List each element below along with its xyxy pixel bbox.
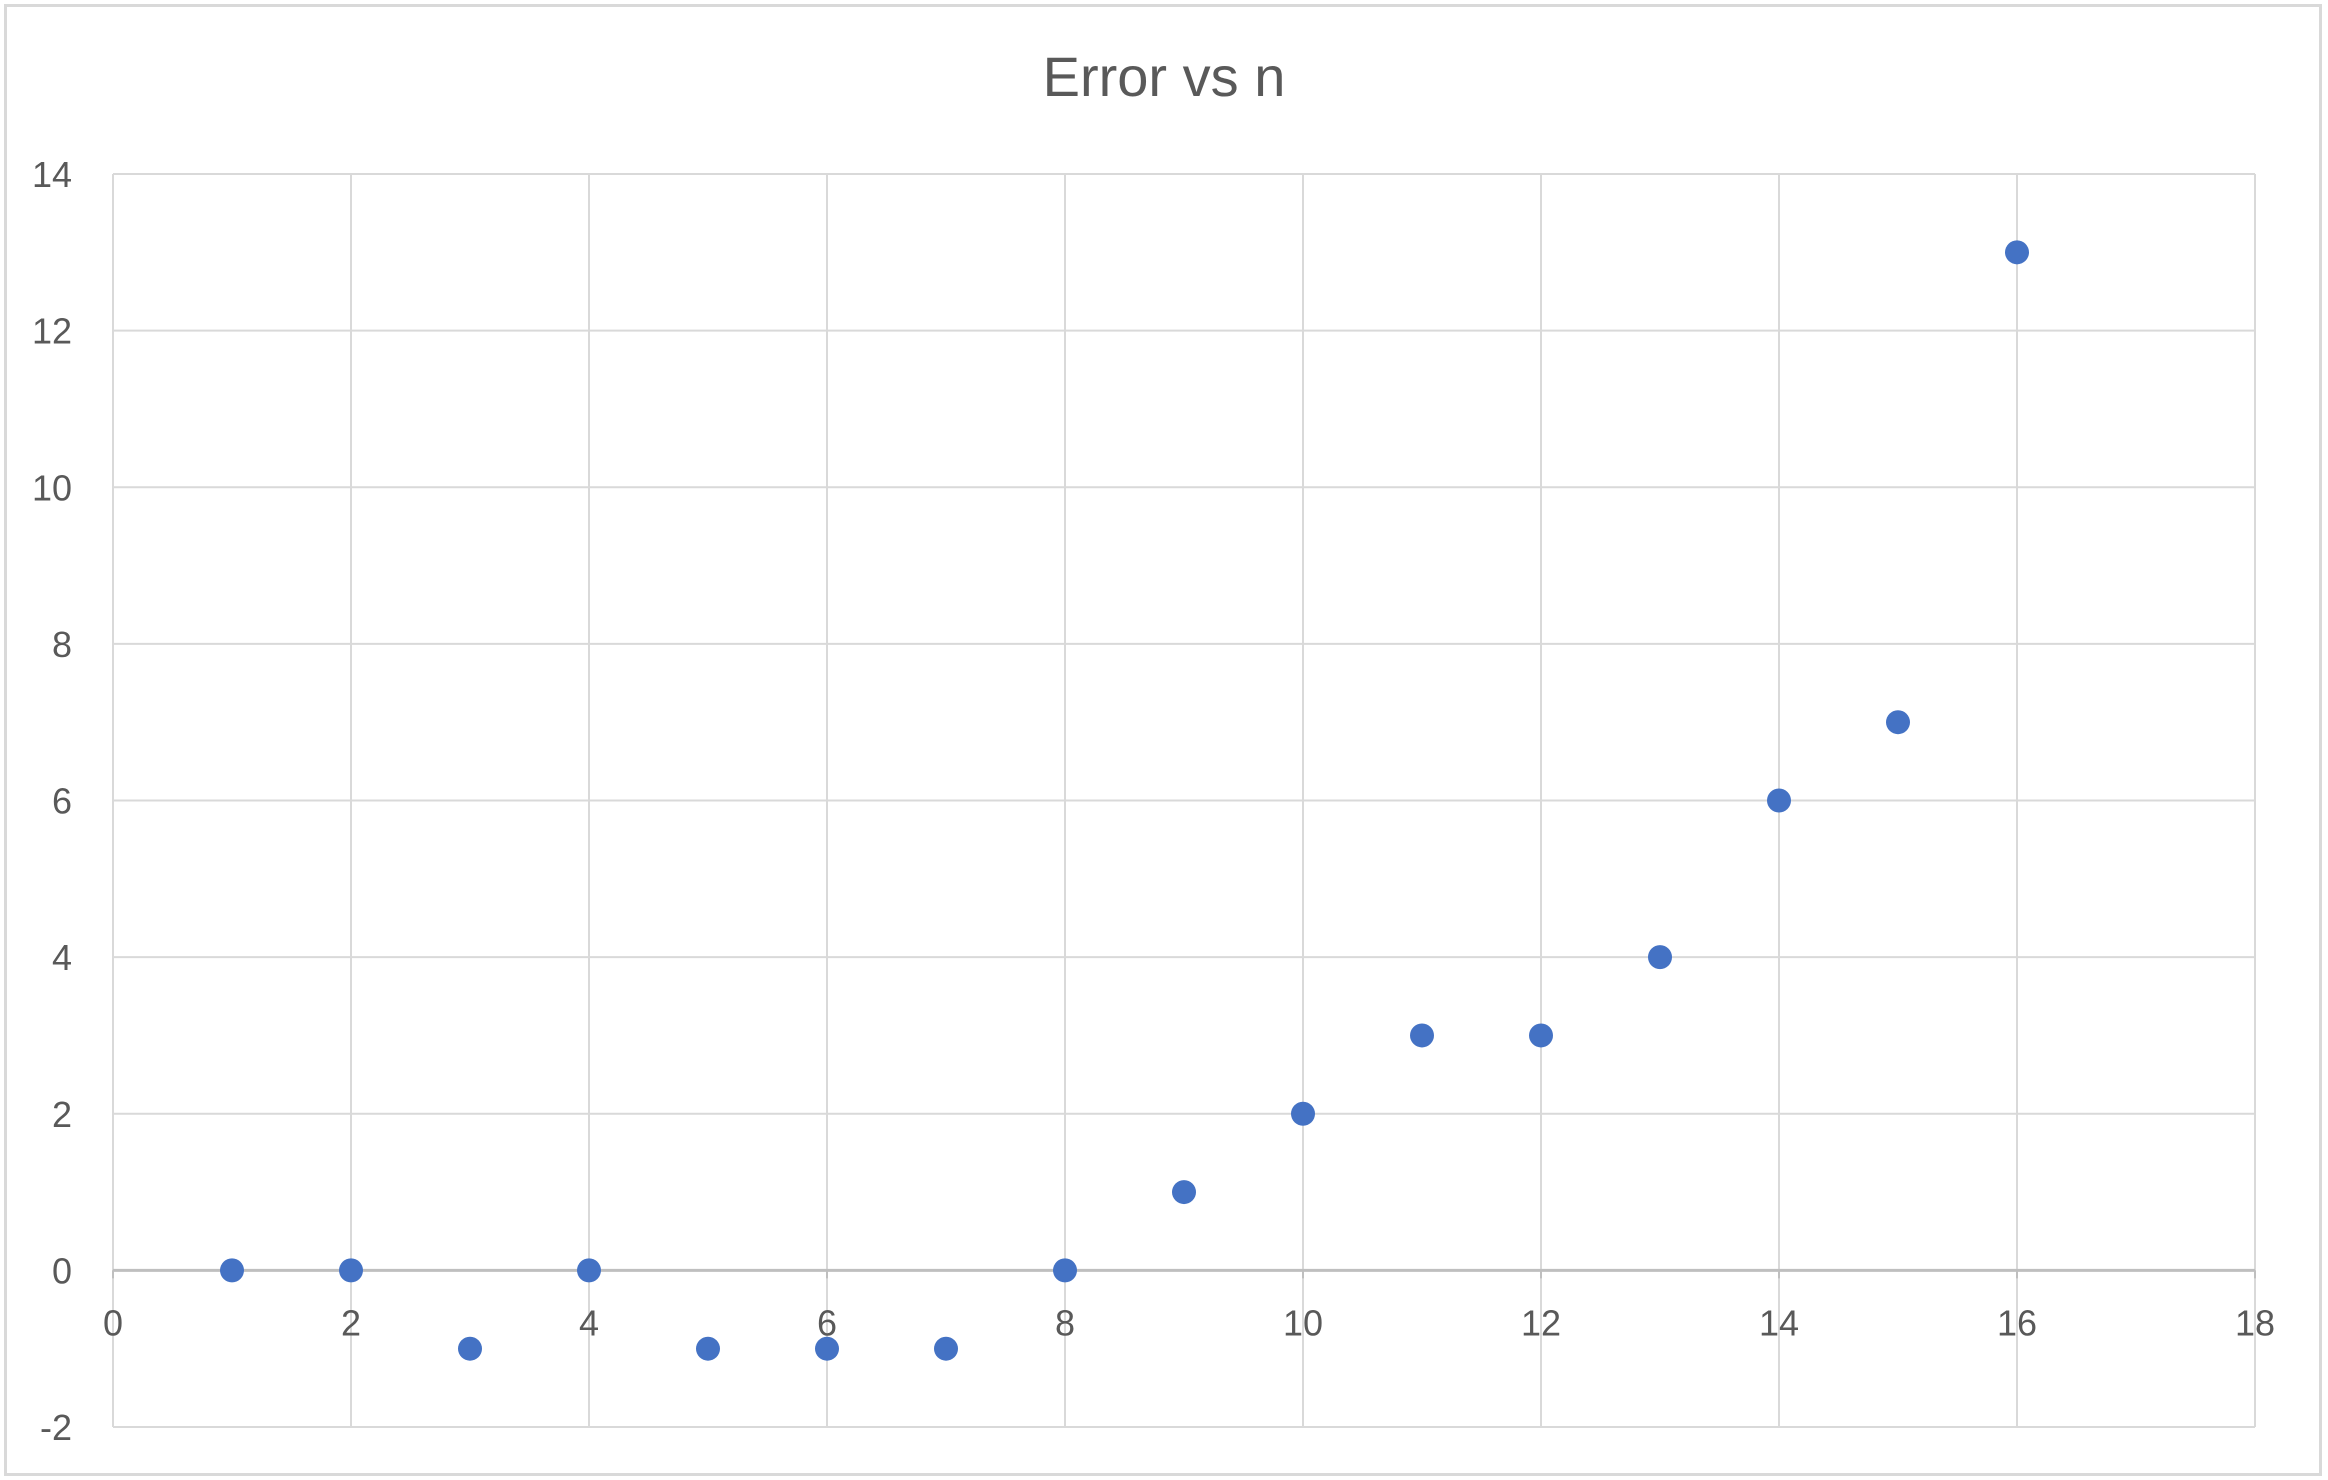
- data-point: [1767, 788, 1791, 813]
- data-point: [1291, 1101, 1315, 1126]
- data-point: [577, 1258, 601, 1283]
- tick-labels: 0 2 4 6 8 10 12 14 16 18 -2 0 2 4 6 8 10 12 14: [32, 154, 2275, 1448]
- y-tick-label: 10: [32, 467, 72, 508]
- x-tick-label: 6: [817, 1302, 837, 1343]
- data-point: [1172, 1180, 1196, 1205]
- data-point: [1886, 710, 1910, 735]
- x-tick-label: 8: [1055, 1302, 1075, 1343]
- y-tick-label: 0: [52, 1250, 72, 1291]
- data-point: [934, 1336, 958, 1361]
- data-points: [220, 240, 2029, 1361]
- y-tick-label: 6: [52, 781, 72, 822]
- y-tick-label: 14: [32, 154, 72, 195]
- data-point: [458, 1336, 482, 1361]
- y-tick-label: 4: [52, 937, 72, 978]
- data-point: [1529, 1023, 1553, 1048]
- x-tick-label: 14: [1759, 1302, 1799, 1343]
- chart-area: [4, 4, 2322, 1476]
- data-point: [339, 1258, 363, 1283]
- x-tick-label: 4: [579, 1302, 599, 1343]
- x-tick-label: 18: [2235, 1302, 2275, 1343]
- data-point: [696, 1336, 720, 1361]
- data-point: [1053, 1258, 1077, 1283]
- x-tick-label: 16: [1997, 1302, 2037, 1343]
- y-tick-label: -2: [40, 1407, 72, 1448]
- chart-title: Error vs n: [1042, 45, 1286, 108]
- data-point: [220, 1258, 244, 1283]
- data-point: [1648, 945, 1672, 970]
- y-tick-label: 8: [52, 624, 72, 665]
- x-tick-label: 12: [1521, 1302, 1561, 1343]
- x-tick-label: 2: [341, 1302, 361, 1343]
- y-tick-label: 12: [32, 311, 72, 352]
- x-tick-label: 10: [1283, 1302, 1323, 1343]
- data-point: [815, 1336, 839, 1361]
- axes: [112, 1268, 2256, 1279]
- data-point: [1410, 1023, 1434, 1048]
- gridlines: [112, 173, 2256, 1428]
- data-point: [2005, 240, 2029, 265]
- x-tick-label: 0: [103, 1302, 123, 1343]
- y-tick-label: 2: [52, 1094, 72, 1135]
